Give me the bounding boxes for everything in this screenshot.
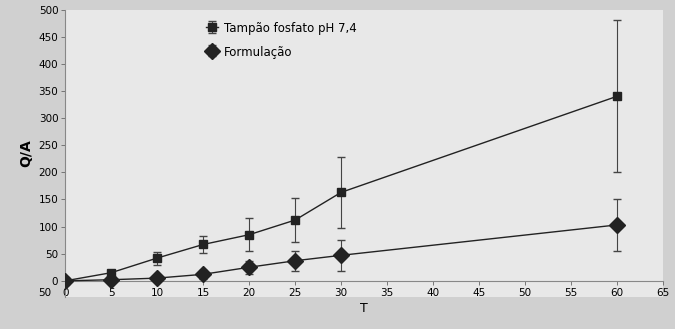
Y-axis label: Q/A: Q/A xyxy=(19,139,33,167)
Text: 50: 50 xyxy=(38,288,51,298)
X-axis label: T: T xyxy=(360,302,368,315)
Legend: Tampão fosfato pH 7,4, Formulação: Tampão fosfato pH 7,4, Formulação xyxy=(202,18,360,62)
